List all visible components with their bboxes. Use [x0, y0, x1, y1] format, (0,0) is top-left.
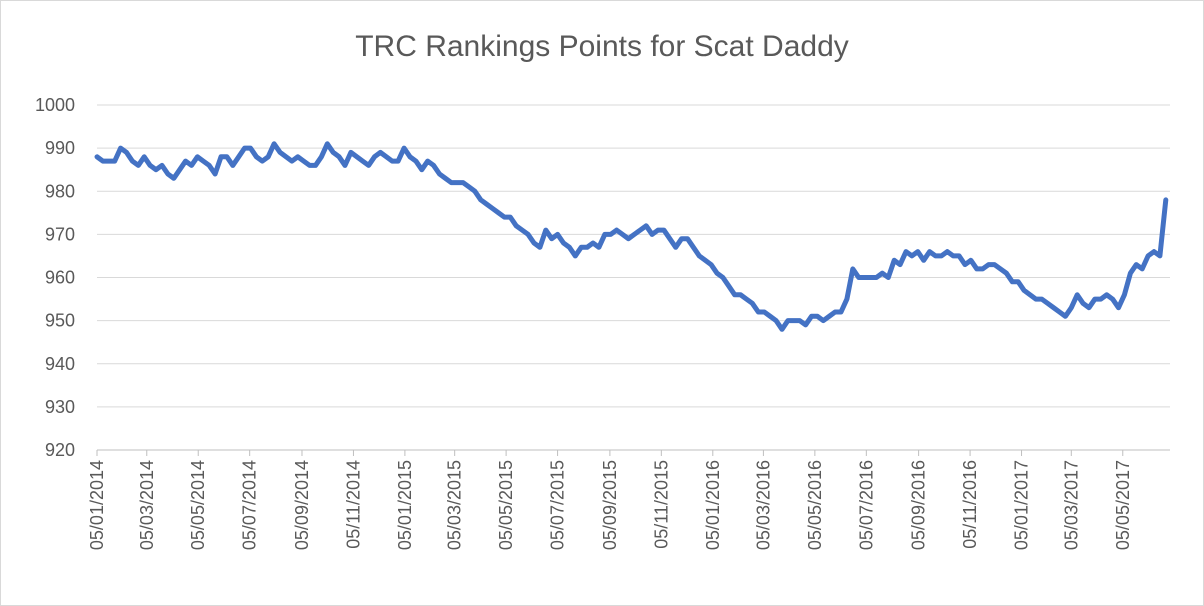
x-tick-label: 05/05/2015 — [496, 460, 516, 550]
x-tick-label: 05/03/2014 — [137, 460, 157, 550]
x-tick-label: 05/05/2014 — [188, 460, 208, 550]
y-tick-label: 940 — [45, 354, 75, 374]
y-tick-label: 950 — [45, 311, 75, 331]
x-tick-label: 05/07/2014 — [240, 460, 260, 550]
x-axis-tick-labels: 05/01/2014 05/03/2014 05/05/2014 05/07/2014… — [87, 450, 1133, 550]
x-tick-label: 05/01/2017 — [1012, 460, 1032, 550]
y-tick-label: 920 — [45, 440, 75, 460]
y-tick-label: 980 — [45, 181, 75, 201]
y-tick-label: 960 — [45, 268, 75, 288]
x-tick-label: 05/01/2016 — [703, 460, 723, 550]
x-tick-label: 05/09/2015 — [600, 460, 620, 550]
y-tick-label: 930 — [45, 397, 75, 417]
y-tick-label: 970 — [45, 224, 75, 244]
y-tick-label: 990 — [45, 138, 75, 158]
x-tick-label: 05/01/2015 — [395, 460, 415, 550]
x-tick-label: 05/11/2016 — [960, 460, 980, 549]
x-tick-label: 05/07/2016 — [856, 460, 876, 550]
x-tick-label: 05/11/2014 — [343, 460, 363, 549]
x-tick-label: 05/07/2015 — [548, 460, 568, 550]
x-tick-label: 05/03/2015 — [445, 460, 465, 550]
y-axis-tick-labels: 920 930 940 950 960 970 980 990 1000 — [35, 95, 75, 460]
x-tick-label: 05/11/2015 — [651, 460, 671, 549]
series-line — [94, 141, 1169, 332]
x-tick-label: 05/03/2017 — [1061, 460, 1081, 550]
y-tick-label: 1000 — [35, 95, 75, 115]
x-tick-label: 05/03/2016 — [753, 460, 773, 550]
x-tick-label: 05/09/2016 — [909, 460, 929, 550]
x-tick-label: 05/09/2014 — [292, 460, 312, 550]
x-tick-label: 05/05/2017 — [1113, 460, 1133, 550]
x-tick-label: 05/01/2014 — [87, 460, 107, 550]
chart-title: TRC Rankings Points for Scat Daddy — [355, 30, 849, 63]
x-tick-label: 05/05/2016 — [805, 460, 825, 550]
